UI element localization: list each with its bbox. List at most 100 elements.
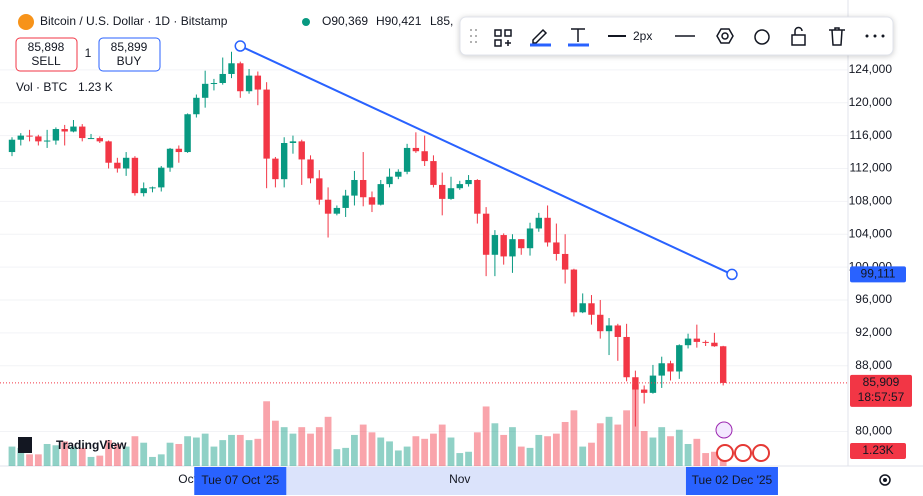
volume-bar — [131, 436, 139, 466]
volume-bar — [175, 443, 183, 466]
volume-bar — [298, 427, 306, 466]
candle-body — [430, 161, 437, 185]
alert-icon[interactable] — [754, 29, 770, 45]
candle-body — [52, 129, 60, 141]
candle-body — [614, 325, 622, 337]
title: Bitcoin / U.S. Dollar · 1D · Bitstamp — [40, 14, 228, 28]
buy-label[interactable]: BUY — [117, 54, 142, 68]
volume-bar — [61, 441, 69, 466]
candle-body — [553, 242, 560, 254]
volume-bar — [447, 437, 455, 466]
candle-body — [623, 336, 630, 378]
candle-body — [210, 83, 218, 85]
y-tick-label: 92,000 — [855, 325, 892, 339]
candle-body — [360, 179, 367, 198]
candle-body — [711, 342, 718, 347]
trend-handle[interactable] — [726, 268, 738, 281]
event-flag[interactable] — [716, 444, 734, 462]
sell-button[interactable] — [15, 37, 78, 72]
volume-bar — [8, 446, 16, 466]
settings-icon[interactable] — [716, 28, 734, 44]
settings-icon[interactable] — [879, 474, 891, 486]
event-flag[interactable] — [752, 444, 770, 462]
volume-bar — [640, 431, 648, 466]
candle-body — [280, 143, 288, 180]
sell-label[interactable]: SELL — [31, 54, 61, 68]
trash-icon[interactable] — [829, 27, 845, 46]
volume-bar — [333, 449, 341, 466]
volume-bar — [140, 442, 148, 466]
x-tick-label: Nov — [449, 472, 470, 486]
buy-button[interactable] — [98, 37, 161, 72]
y-tick-label: 120,000 — [849, 95, 893, 109]
y-tick-label: 108,000 — [849, 194, 893, 208]
volume-bar — [87, 456, 95, 466]
event-flag[interactable] — [734, 444, 752, 462]
candle-body — [8, 139, 16, 153]
candle-body — [368, 197, 376, 205]
symbol-icon — [18, 14, 34, 30]
candle-body — [561, 253, 569, 270]
text-icon[interactable] — [571, 28, 585, 42]
candle-body — [421, 151, 428, 162]
volume-tag — [850, 443, 906, 459]
candle-body — [719, 346, 727, 383]
volume-bar — [78, 447, 86, 466]
volume-bar — [122, 446, 130, 466]
gear[interactable] — [879, 474, 891, 486]
lock-icon[interactable] — [791, 26, 806, 46]
candle-body — [351, 179, 358, 196]
y-tick-label: 88,000 — [855, 358, 892, 372]
volume-bar — [52, 445, 60, 466]
volume-bar — [509, 427, 516, 466]
volume-bar — [684, 443, 692, 466]
volume-bar — [315, 427, 323, 466]
candle-body — [500, 235, 507, 257]
volume-bar — [526, 447, 534, 466]
volume-bar — [324, 416, 332, 466]
candle-body — [35, 136, 42, 142]
drag-handle — [470, 29, 477, 43]
candle-body — [377, 184, 384, 205]
volume-bar — [544, 436, 551, 466]
volume-bar — [482, 406, 490, 466]
trend-handle[interactable] — [234, 40, 247, 52]
candle-body — [324, 199, 332, 214]
candle-body — [289, 141, 297, 144]
candle-body — [26, 135, 33, 137]
candle-body — [298, 141, 305, 160]
candle-body — [518, 239, 525, 249]
volume-bar — [228, 434, 235, 466]
volume-bar — [210, 446, 218, 466]
pencil-icon[interactable] — [532, 28, 548, 44]
countdown: 18:57:57 — [858, 390, 905, 404]
candle-body — [412, 147, 420, 152]
volume-bar — [157, 454, 165, 466]
candle-body — [228, 63, 235, 74]
candle-body — [43, 140, 51, 142]
line-width[interactable]: 2px — [633, 29, 652, 43]
buy-price[interactable]: 85,899 — [111, 40, 148, 54]
volume-tag-label: 1.23K — [862, 443, 893, 457]
layers-icon[interactable] — [494, 29, 512, 47]
volume-bar — [236, 434, 244, 466]
candle-body — [456, 184, 463, 189]
gear[interactable] — [883, 478, 887, 482]
candle-body — [605, 325, 613, 332]
x-tick-label: Oct — [178, 472, 197, 486]
ohlc-value: O90,369 — [322, 14, 368, 28]
volume-bar — [254, 438, 262, 466]
volume-bar — [289, 433, 297, 466]
volume-bar — [517, 446, 525, 466]
volume-bar — [614, 424, 622, 466]
candle-body — [676, 345, 683, 372]
volume-bar — [34, 454, 42, 466]
volume-bar — [596, 423, 604, 466]
volume-bar — [605, 416, 613, 466]
sell-price[interactable]: 85,898 — [28, 40, 65, 54]
quantity: 1 — [85, 46, 92, 60]
candle-body — [237, 63, 244, 92]
ohlc-value: H90,421 — [376, 14, 422, 28]
volume-bar — [421, 438, 429, 466]
